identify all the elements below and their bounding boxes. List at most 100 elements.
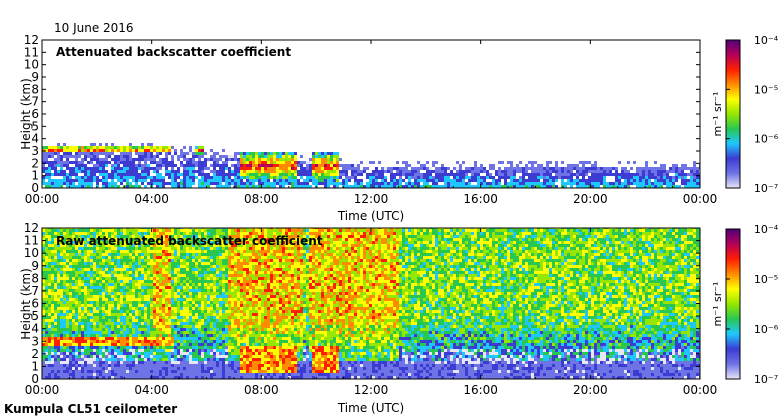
heatmap-cell: [123, 170, 126, 173]
heatmap-cell: [165, 355, 168, 358]
heatmap-cell: [504, 182, 507, 185]
heatmap-cell: [183, 349, 186, 352]
heatmap-cell: [114, 325, 117, 328]
heatmap-cell: [93, 176, 96, 179]
heatmap-cell: [108, 256, 111, 259]
heatmap-cell: [126, 310, 129, 313]
heatmap-cell: [201, 298, 204, 301]
heatmap-cell: [105, 268, 108, 271]
heatmap-cell: [207, 295, 210, 298]
heatmap-cell: [51, 179, 54, 182]
heatmap-cell: [54, 274, 57, 277]
heatmap-cell: [195, 170, 198, 173]
heatmap-cell: [63, 182, 66, 185]
heatmap-cell: [405, 182, 408, 185]
heatmap-cell: [198, 301, 201, 304]
heatmap-cell: [66, 313, 69, 316]
heatmap-cell: [138, 322, 141, 325]
heatmap-cell: [216, 364, 219, 367]
heatmap-cell: [87, 155, 90, 158]
heatmap-cell: [48, 367, 51, 370]
heatmap-cell: [42, 262, 45, 265]
heatmap-cell: [45, 149, 48, 152]
heatmap-cell: [129, 325, 132, 328]
heatmap-cell: [186, 283, 189, 286]
heatmap-cell: [261, 155, 264, 158]
heatmap-cell: [618, 182, 621, 185]
heatmap-cell: [141, 298, 144, 301]
heatmap-cell: [57, 256, 60, 259]
heatmap-cell: [174, 346, 177, 349]
y-tick-label: 10: [24, 58, 39, 72]
heatmap-cell: [141, 235, 144, 238]
heatmap-cell: [54, 361, 57, 364]
heatmap-cell: [105, 164, 108, 167]
heatmap-cell: [108, 319, 111, 322]
heatmap-cell: [336, 185, 339, 188]
heatmap-cell: [270, 164, 273, 167]
heatmap-cell: [117, 295, 120, 298]
heatmap-cell: [156, 164, 159, 167]
heatmap-cell: [93, 256, 96, 259]
heatmap-cell: [153, 170, 156, 173]
heatmap-cell: [93, 301, 96, 304]
heatmap-cell: [114, 271, 117, 274]
heatmap-cell: [93, 358, 96, 361]
heatmap-cell: [606, 173, 609, 176]
heatmap-cell: [501, 173, 504, 176]
heatmap-cell: [48, 304, 51, 307]
heatmap-cell: [627, 185, 630, 188]
heatmap-cell: [150, 241, 153, 244]
heatmap-cell: [306, 161, 309, 164]
heatmap-cell: [96, 343, 99, 346]
heatmap-cell: [192, 155, 195, 158]
heatmap-cell: [591, 164, 594, 167]
heatmap-cell: [192, 355, 195, 358]
heatmap-cell: [45, 319, 48, 322]
heatmap-cell: [129, 164, 132, 167]
heatmap-cell: [660, 182, 663, 185]
heatmap-cell: [45, 259, 48, 262]
heatmap-cell: [102, 277, 105, 280]
heatmap-cell: [669, 179, 672, 182]
heatmap-cell: [60, 355, 63, 358]
heatmap-cell: [291, 164, 294, 167]
heatmap-cell: [666, 185, 669, 188]
heatmap-cell: [81, 182, 84, 185]
heatmap-cell: [63, 349, 66, 352]
heatmap-cell: [60, 149, 63, 152]
heatmap-cell: [72, 319, 75, 322]
heatmap-cell: [48, 355, 51, 358]
heatmap-cell: [78, 250, 81, 253]
heatmap-cell: [306, 173, 309, 176]
heatmap-cell: [57, 367, 60, 370]
heatmap-cell: [66, 161, 69, 164]
heatmap-cell: [111, 277, 114, 280]
heatmap-cell: [210, 253, 213, 256]
heatmap-cell: [54, 352, 57, 355]
heatmap-cell: [132, 322, 135, 325]
heatmap-cell: [84, 167, 87, 170]
heatmap-cell: [159, 164, 162, 167]
heatmap-cell: [510, 182, 513, 185]
heatmap-cell: [186, 286, 189, 289]
heatmap-cell: [582, 161, 585, 164]
heatmap-cell: [90, 280, 93, 283]
heatmap-cell: [537, 173, 540, 176]
heatmap-cell: [276, 167, 279, 170]
heatmap-cell: [66, 322, 69, 325]
y-axis-label: Height (km): [19, 78, 33, 149]
heatmap-cell: [234, 155, 237, 158]
heatmap-cell: [429, 185, 432, 188]
heatmap-cell: [153, 334, 156, 337]
heatmap-cell: [96, 253, 99, 256]
heatmap-cell: [198, 313, 201, 316]
heatmap-cell: [42, 373, 45, 376]
heatmap-cell: [81, 152, 84, 155]
heatmap-cell: [624, 182, 627, 185]
heatmap-cell: [90, 155, 93, 158]
heatmap-cell: [153, 247, 156, 250]
heatmap-cell: [189, 298, 192, 301]
heatmap-cell: [246, 179, 249, 182]
heatmap-cell: [333, 155, 336, 158]
